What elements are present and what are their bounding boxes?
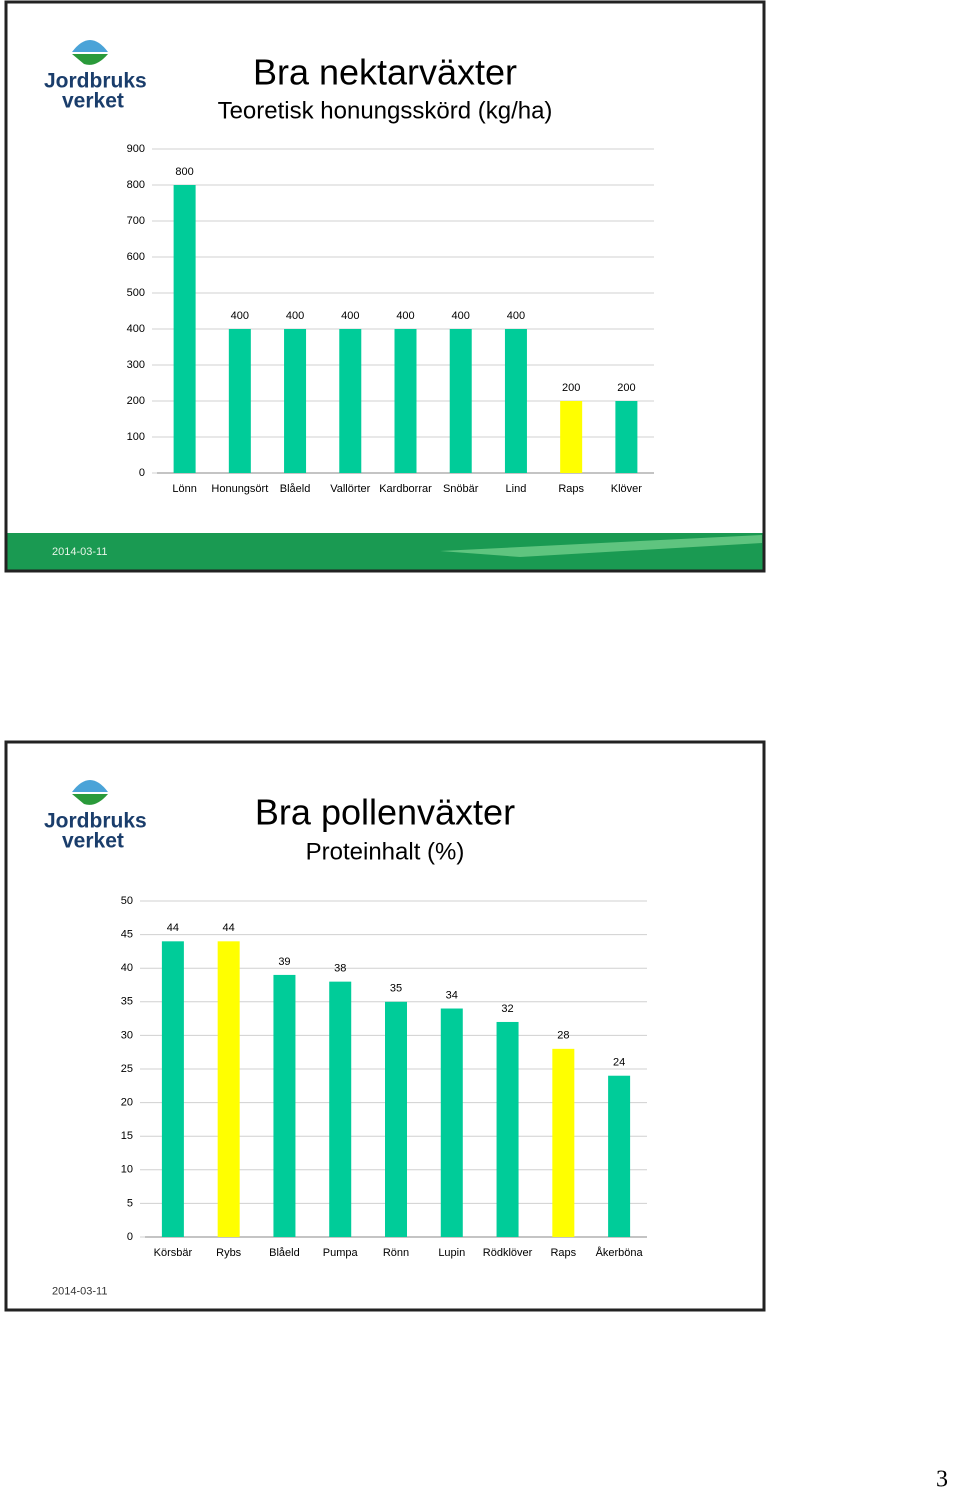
logo-text: Jordbruks (44, 810, 147, 833)
page-number: 3 (936, 1467, 948, 1493)
logo-text: verket (62, 90, 124, 113)
chart-subtitle: Teoretisk honungsskörd (kg/ha) (218, 97, 553, 124)
footer-swoosh (440, 535, 762, 557)
y-tick-label: 900 (127, 143, 145, 155)
logo-sky (72, 780, 108, 792)
slide-footer (7, 1273, 763, 1309)
x-tick-label: Körsbär (154, 1247, 193, 1259)
slide-date: 2014-03-11 (52, 546, 107, 558)
bar (608, 1075, 631, 1237)
y-tick-label: 30 (121, 1029, 133, 1041)
x-tick-label: Honungsört (211, 483, 268, 495)
slide-footer (7, 533, 763, 570)
y-tick-label: 40 (121, 962, 133, 974)
logo-sky (72, 40, 108, 52)
y-tick-label: 35 (121, 996, 133, 1008)
logo-text: Jordbruks (44, 70, 147, 93)
data-label: 38 (334, 963, 346, 975)
data-label: 400 (452, 310, 470, 322)
bar (329, 981, 352, 1237)
y-tick-label: 100 (127, 431, 145, 443)
y-tick-label: 15 (121, 1130, 133, 1142)
y-tick-label: 5 (127, 1197, 133, 1209)
x-tick-label: Kardborrar (379, 483, 432, 495)
y-tick-label: 20 (121, 1097, 133, 1109)
data-label: 44 (167, 922, 179, 934)
bar (161, 941, 184, 1237)
data-label: 34 (446, 989, 458, 1001)
x-tick-label: Lind (506, 483, 527, 495)
y-tick-label: 25 (121, 1063, 133, 1075)
x-tick-label: Rybs (216, 1247, 242, 1259)
chart-title: Bra pollenväxter (255, 792, 515, 833)
data-label: 400 (286, 310, 304, 322)
data-label: 200 (617, 382, 635, 394)
y-tick-label: 300 (127, 359, 145, 371)
bar (440, 1008, 463, 1237)
bar (173, 185, 196, 473)
bar (560, 401, 583, 473)
bar (394, 329, 417, 473)
data-label: 28 (557, 1030, 569, 1042)
bar (217, 941, 240, 1237)
bar (496, 1021, 519, 1237)
data-label: 200 (562, 382, 580, 394)
data-label: 800 (175, 166, 193, 178)
data-label: 400 (231, 310, 249, 322)
data-label: 400 (341, 310, 359, 322)
y-tick-label: 800 (127, 179, 145, 191)
data-label: 400 (396, 310, 414, 322)
x-tick-label: Rödklöver (483, 1247, 533, 1259)
bar (339, 329, 362, 473)
y-tick-label: 50 (121, 895, 133, 907)
bar (504, 329, 527, 473)
bar (228, 329, 251, 473)
x-tick-label: Lupin (438, 1247, 465, 1259)
bar (273, 974, 296, 1237)
data-label: 35 (390, 983, 402, 995)
slide-date: 2014-03-11 (52, 1285, 107, 1297)
logo-field (72, 54, 108, 65)
slide-frame (4, 0, 766, 573)
data-label: 400 (507, 310, 525, 322)
bar (552, 1048, 575, 1237)
x-tick-label: Rönn (383, 1247, 409, 1259)
y-tick-label: 45 (121, 929, 133, 941)
data-label: 32 (501, 1003, 513, 1015)
x-tick-label: Åkerböna (596, 1246, 644, 1259)
bar (615, 401, 638, 473)
chart-subtitle: Proteinhalt (%) (306, 838, 465, 865)
x-tick-label: Raps (550, 1247, 576, 1259)
x-tick-label: Raps (558, 483, 584, 495)
bar (284, 329, 307, 473)
logo-field (72, 794, 108, 805)
y-tick-label: 0 (139, 467, 145, 479)
x-tick-label: Klöver (611, 483, 643, 495)
y-tick-label: 500 (127, 287, 145, 299)
logo-text: verket (62, 830, 124, 853)
y-tick-label: 700 (127, 215, 145, 227)
x-tick-label: Blåeld (280, 483, 311, 495)
y-tick-label: 0 (127, 1231, 133, 1243)
x-tick-label: Vallörter (330, 483, 370, 495)
x-tick-label: Pumpa (323, 1247, 359, 1259)
data-label: 44 (223, 922, 235, 934)
x-tick-label: Snöbär (443, 483, 479, 495)
x-tick-label: Blåeld (269, 1247, 300, 1259)
bar (385, 1001, 407, 1237)
y-tick-label: 600 (127, 251, 145, 263)
y-tick-label: 200 (127, 395, 145, 407)
bar (449, 329, 472, 473)
x-tick-label: Lönn (172, 483, 196, 495)
data-label: 39 (278, 956, 290, 968)
y-tick-label: 10 (121, 1164, 133, 1176)
chart-title: Bra nektarväxter (253, 52, 517, 93)
y-tick-label: 400 (127, 323, 145, 335)
data-label: 24 (613, 1057, 625, 1069)
